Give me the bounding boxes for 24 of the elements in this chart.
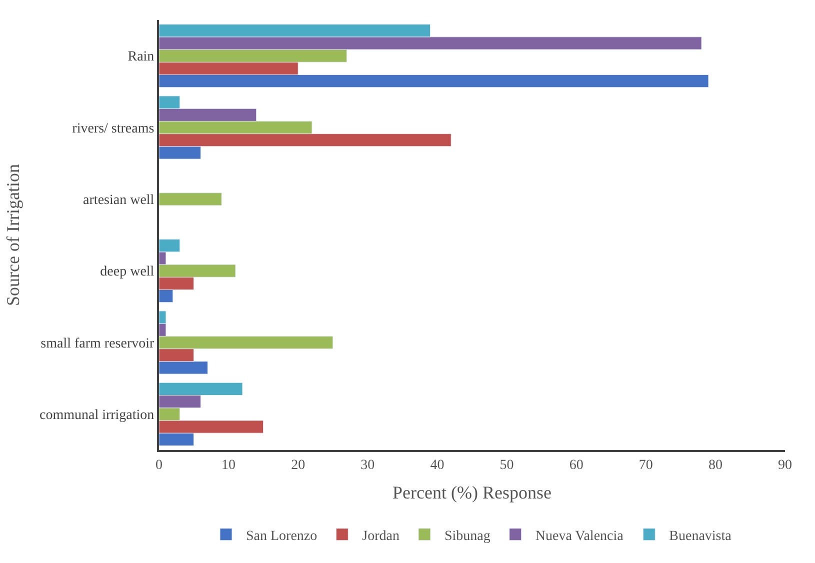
x-tick-label: 40 bbox=[430, 458, 444, 473]
x-tick-label: 70 bbox=[638, 458, 653, 473]
y-tick-label: small farm reservoir bbox=[40, 336, 155, 352]
x-tick-label: 90 bbox=[778, 458, 792, 473]
x-tick-label: 60 bbox=[569, 458, 584, 473]
x-tick-label: 50 bbox=[500, 458, 514, 473]
y-tick-label: deep well bbox=[100, 264, 154, 280]
x-tick-label: 80 bbox=[708, 458, 722, 473]
x-tick-label: 0 bbox=[156, 458, 162, 473]
legend-label: Jordan bbox=[362, 528, 400, 544]
y-tick-label: rivers/ streams bbox=[72, 121, 154, 136]
x-tick-label: 30 bbox=[360, 458, 375, 473]
legend-label: Nueva Valencia bbox=[535, 528, 624, 544]
x-tick-label: 10 bbox=[222, 458, 236, 473]
legend-label: Sibunag bbox=[444, 528, 490, 544]
y-tick-label: communal irrigation bbox=[39, 408, 154, 424]
legend-label: San Lorenzo bbox=[246, 528, 318, 544]
x-axis-title: Percent (%) Response bbox=[392, 482, 552, 502]
y-tick-label: artesian well bbox=[83, 193, 154, 208]
legend-label: Buenavista bbox=[669, 528, 732, 544]
x-tick-label: 20 bbox=[291, 458, 306, 473]
bar bbox=[159, 192, 222, 206]
y-axis-title: Source of Irrigation bbox=[3, 164, 24, 306]
y-tick-label: Rain bbox=[128, 50, 154, 65]
